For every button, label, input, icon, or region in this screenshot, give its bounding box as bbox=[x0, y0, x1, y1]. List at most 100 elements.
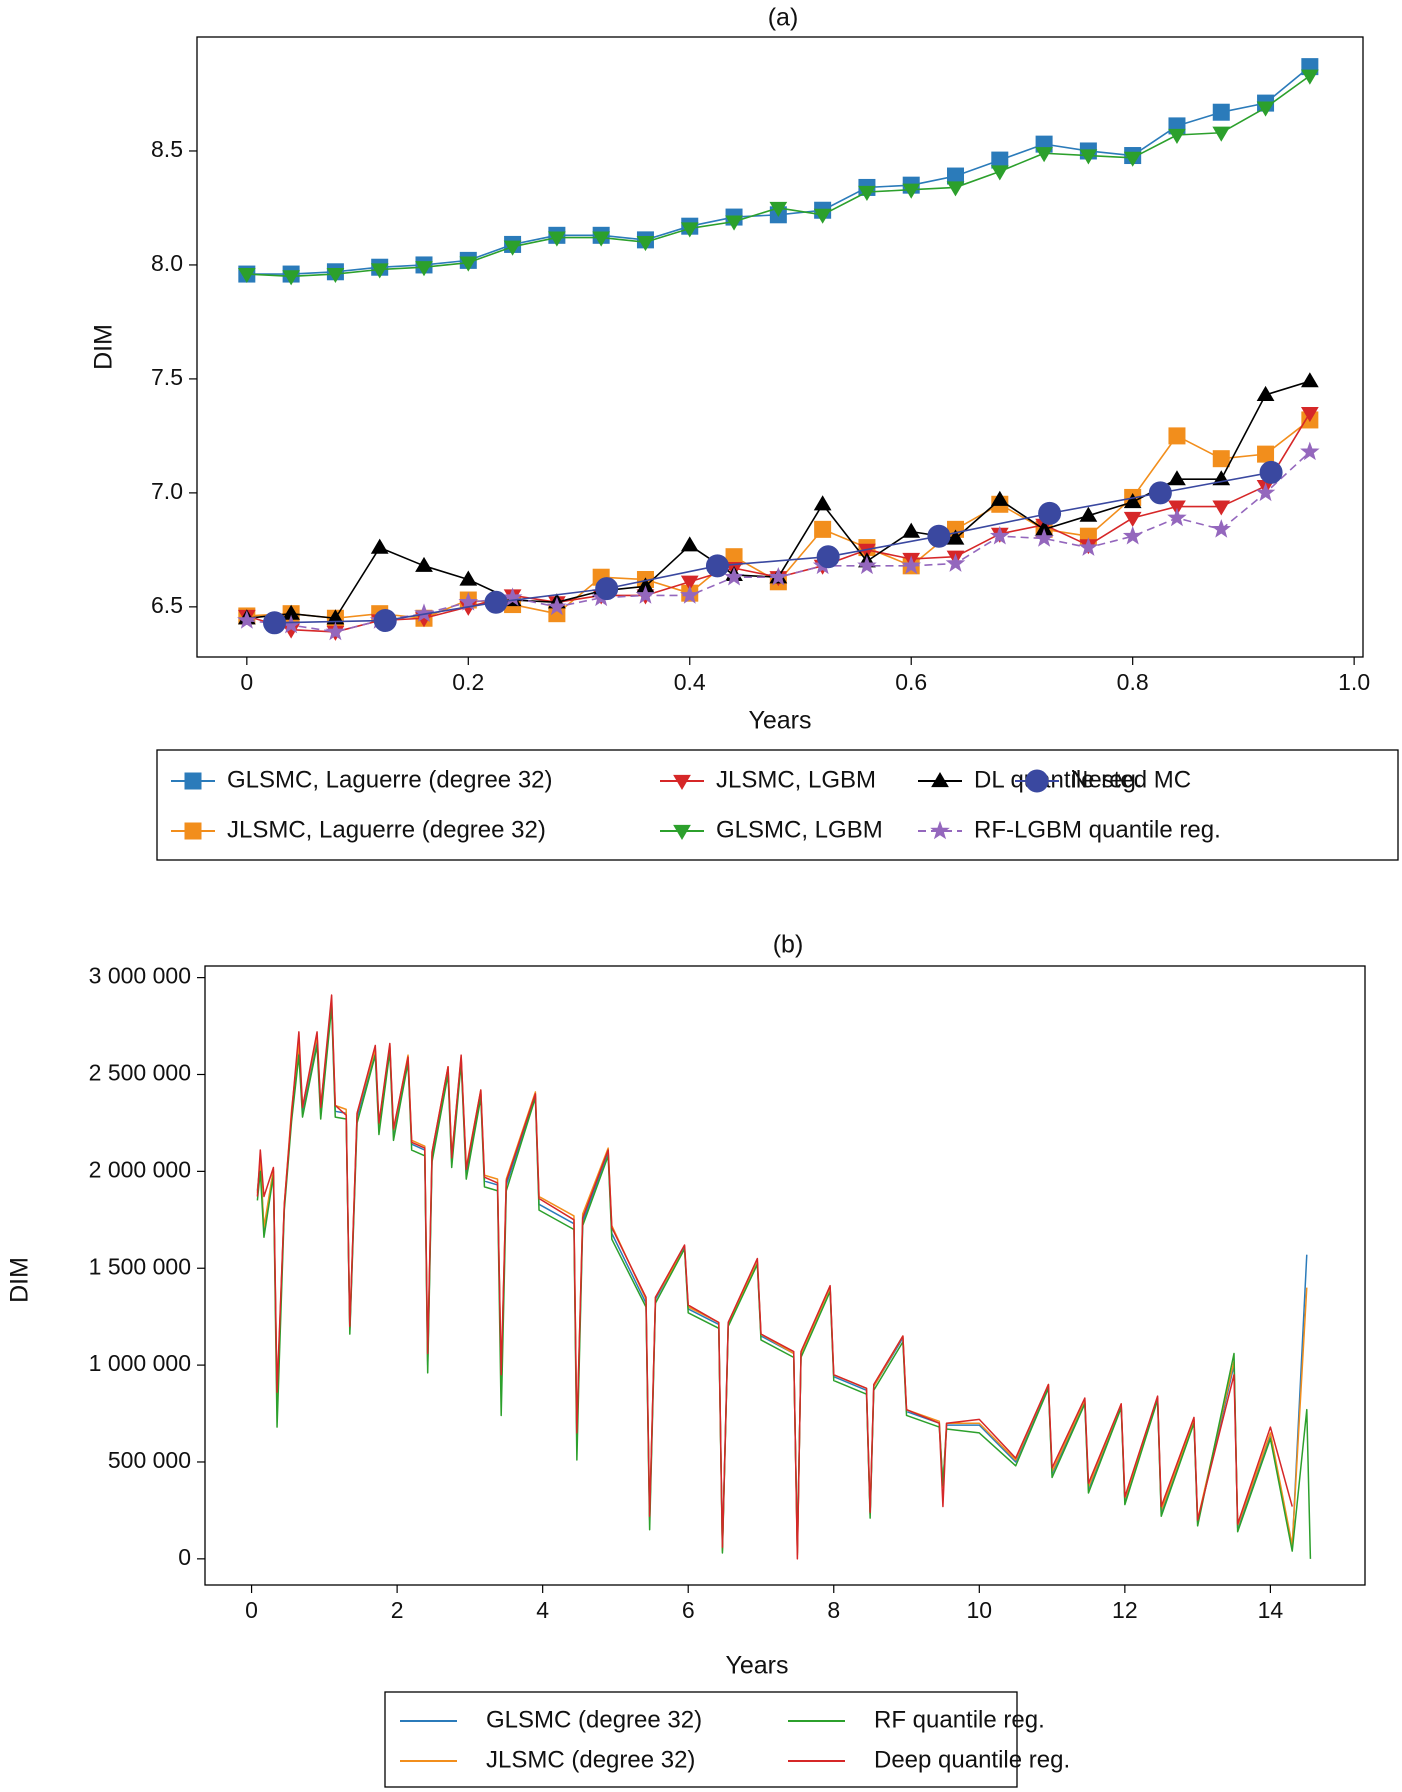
marker bbox=[237, 267, 256, 284]
marker bbox=[1079, 506, 1098, 522]
marker bbox=[458, 592, 479, 611]
marker bbox=[415, 556, 433, 572]
marker bbox=[1123, 511, 1142, 527]
marker bbox=[282, 270, 300, 286]
marker bbox=[484, 590, 508, 614]
marker bbox=[673, 824, 691, 840]
x-axis-label: Years bbox=[725, 1652, 788, 1680]
marker bbox=[1034, 528, 1054, 547]
marker bbox=[680, 536, 699, 552]
legend-label: GLSMC, LGBM bbox=[716, 816, 883, 843]
x-tick-label: 4 bbox=[536, 1597, 549, 1623]
marker bbox=[816, 545, 840, 569]
marker bbox=[1168, 470, 1186, 486]
marker bbox=[680, 585, 700, 604]
marker bbox=[680, 575, 699, 591]
marker bbox=[857, 555, 877, 575]
marker bbox=[1168, 500, 1186, 516]
x-tick-label: 14 bbox=[1258, 1597, 1284, 1623]
marker bbox=[1078, 537, 1099, 556]
marker bbox=[1167, 507, 1187, 527]
marker bbox=[459, 256, 478, 272]
x-tick-label: 10 bbox=[967, 1597, 993, 1623]
y-tick-label: 7.0 bbox=[151, 478, 183, 504]
x-tick-label: 1.0 bbox=[1338, 669, 1370, 695]
chart-title: (a) bbox=[768, 4, 799, 32]
legend-label: JLSMC, Laguerre (degree 32) bbox=[227, 816, 546, 843]
y-tick-label: 7.5 bbox=[151, 364, 183, 390]
series-line bbox=[256, 1002, 1308, 1554]
x-tick-label: 6 bbox=[682, 1597, 695, 1623]
x-tick-label: 0.8 bbox=[1117, 669, 1149, 695]
legend-box bbox=[156, 749, 1399, 861]
marker bbox=[1025, 769, 1049, 793]
marker bbox=[414, 603, 434, 622]
y-axis-label: DIM bbox=[6, 1257, 34, 1303]
legend-box bbox=[384, 1691, 1018, 1788]
marker bbox=[370, 538, 389, 554]
y-tick-label: 1 000 000 bbox=[89, 1350, 191, 1376]
x-tick-label: 0 bbox=[245, 1597, 258, 1623]
marker bbox=[946, 529, 965, 545]
marker bbox=[1212, 126, 1231, 142]
marker bbox=[548, 231, 566, 247]
marker bbox=[325, 621, 346, 641]
marker bbox=[930, 820, 950, 840]
marker bbox=[1212, 500, 1231, 516]
series-line bbox=[256, 1000, 1308, 1556]
legend-label: GLSMC, Laguerre (degree 32) bbox=[227, 766, 553, 793]
marker bbox=[1300, 441, 1320, 461]
marker bbox=[237, 610, 257, 629]
marker bbox=[1256, 101, 1275, 117]
x-tick-label: 0.4 bbox=[674, 669, 706, 695]
x-tick-label: 0.2 bbox=[452, 669, 484, 695]
x-tick-label: 0.6 bbox=[895, 669, 927, 695]
legend-label: Deep quantile reg. bbox=[874, 1746, 1070, 1773]
marker bbox=[858, 185, 876, 201]
legend-label: JLSMC, LGBM bbox=[716, 766, 876, 793]
marker bbox=[902, 522, 921, 538]
marker bbox=[184, 822, 202, 840]
marker bbox=[1212, 103, 1230, 121]
marker bbox=[184, 772, 202, 790]
plot-frame bbox=[204, 965, 1366, 1586]
marker bbox=[931, 772, 949, 788]
series-line bbox=[246, 412, 1311, 633]
series-line bbox=[246, 451, 1311, 633]
marker bbox=[636, 236, 655, 252]
marker bbox=[769, 201, 788, 217]
marker bbox=[503, 240, 522, 256]
marker bbox=[263, 611, 287, 635]
marker bbox=[814, 520, 832, 538]
y-tick-label: 8.5 bbox=[151, 136, 183, 162]
marker bbox=[673, 774, 691, 790]
marker bbox=[1300, 372, 1319, 388]
marker bbox=[415, 261, 433, 277]
marker bbox=[1259, 460, 1283, 484]
y-tick-label: 0 bbox=[178, 1544, 191, 1570]
marker bbox=[370, 263, 389, 279]
y-tick-label: 1 500 000 bbox=[89, 1253, 191, 1279]
marker bbox=[1255, 482, 1276, 502]
marker bbox=[946, 181, 965, 197]
marker bbox=[1212, 450, 1230, 468]
y-tick-label: 8.0 bbox=[151, 250, 183, 276]
plot-frame bbox=[196, 36, 1364, 658]
y-tick-label: 2 500 000 bbox=[89, 1060, 191, 1086]
marker bbox=[768, 566, 789, 586]
series-line bbox=[256, 994, 1293, 1560]
marker bbox=[502, 587, 523, 607]
y-tick-label: 3 000 000 bbox=[89, 963, 191, 989]
series-line bbox=[256, 1005, 1312, 1559]
marker bbox=[945, 553, 966, 572]
marker bbox=[326, 267, 345, 284]
marker bbox=[1079, 149, 1098, 165]
marker bbox=[725, 215, 743, 231]
marker bbox=[705, 554, 729, 578]
x-tick-label: 8 bbox=[827, 1597, 840, 1623]
marker bbox=[1148, 481, 1172, 505]
marker bbox=[1300, 407, 1319, 423]
marker bbox=[592, 231, 611, 247]
marker bbox=[595, 577, 619, 601]
